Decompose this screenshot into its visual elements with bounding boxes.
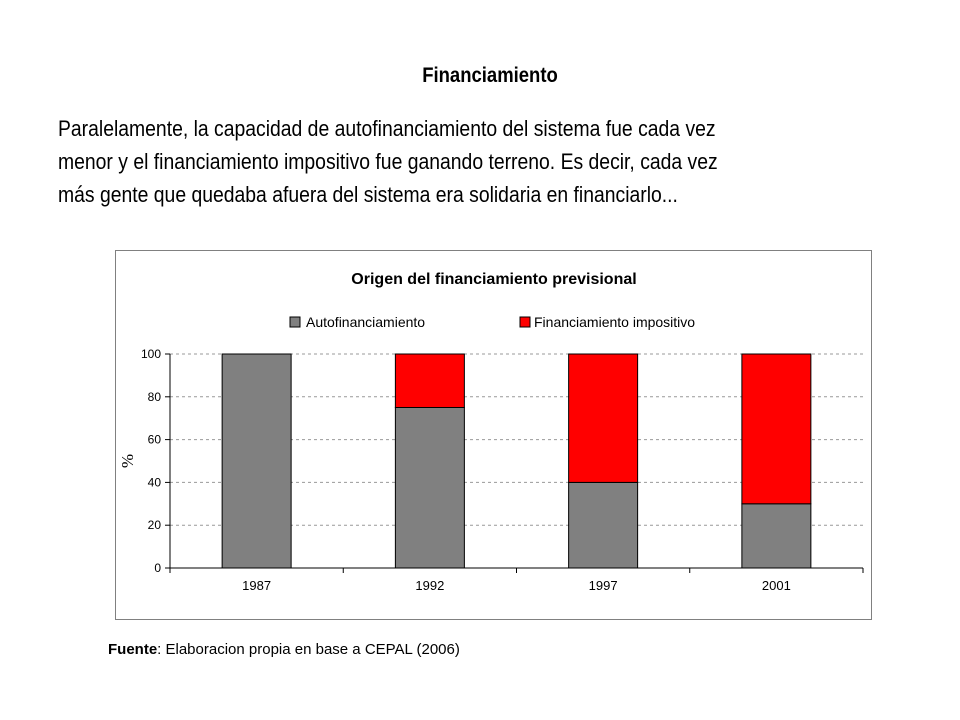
paragraph-line: más gente que quedaba afuera del sistema… [58,182,678,207]
source-note: Fuente: Elaboracion propia en base a CEP… [108,641,460,658]
legend-swatch [519,316,531,328]
bar-segment [741,353,812,505]
bar-segment [741,503,812,569]
y-tick-label: 0 [154,561,161,575]
page-heading: Financiamiento [422,64,558,87]
x-tick-label: 2001 [762,578,791,593]
y-tick-label: 80 [148,390,162,404]
y-tick-label: 60 [148,433,162,447]
legend-label: Autofinanciamiento [306,314,425,330]
body-paragraph: Paralelamente, la capacidad de autofinan… [58,112,850,211]
bar-segment [394,407,465,569]
y-tick-label: 100 [141,347,161,361]
bar-segment [568,353,639,483]
x-tick-label: 1992 [415,578,444,593]
chart-frame: Origen del financiamiento previsional Aut… [115,250,872,620]
source-label: Fuente [108,641,158,658]
legend-label: Financiamiento impositivo [534,314,695,330]
x-tick-label: 1997 [589,578,618,593]
stacked-bar-chart: Origen del financiamiento previsional Aut… [118,271,864,593]
y-tick-label: 40 [148,475,162,489]
bar-segment [568,481,639,569]
y-tick-label: 20 [148,518,162,532]
x-tick-label: 1987 [242,578,271,593]
source-text: : Elaboracion propia en base a CEPAL (20… [157,641,460,658]
legend-swatch [289,316,301,328]
chart-title: Origen del financiamiento previsional [351,271,636,288]
bar-segment [221,353,292,569]
paragraph-line: Paralelamente, la capacidad de autofinan… [58,116,716,141]
paragraph-line: menor y el financiamiento impositivo fue… [58,149,718,174]
bar-segment [394,353,465,408]
y-axis-label: % [118,454,137,468]
